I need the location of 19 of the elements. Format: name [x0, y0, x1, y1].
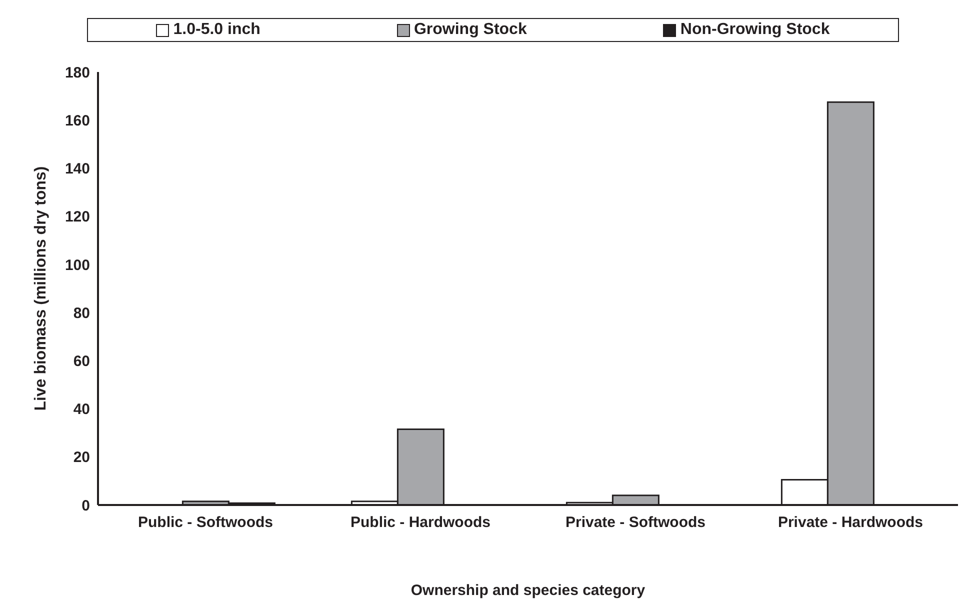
y-tick-label: 100 — [64, 256, 90, 274]
y-tick-label: 20 — [73, 449, 90, 466]
y-tick-label: 40 — [73, 401, 90, 418]
x-tick-label: Public - Hardwoods — [350, 514, 491, 531]
x-tick-label: Private - Hardwoods — [778, 514, 924, 531]
x-axis-title: Ownership and species category — [410, 582, 646, 599]
y-tick-label: 160 — [64, 112, 90, 130]
y-axis-title: Live biomass (millions dry tons) — [32, 166, 50, 411]
y-tick-label: 120 — [64, 208, 90, 226]
y-tick-label: 180 — [64, 64, 90, 82]
x-tick-label: Public - Softwoods — [138, 514, 273, 531]
y-tick-label: 0 — [82, 497, 90, 514]
x-tick-label: Private - Softwoods — [565, 514, 706, 531]
y-tick-label: 80 — [73, 304, 90, 322]
legend-label: 1.0-5.0 inch — [172, 21, 260, 39]
y-tick-label: 140 — [64, 160, 90, 178]
legend-label: Growing Stock — [412, 21, 527, 39]
legend-label: Non-Growing Stock — [679, 21, 830, 39]
y-tick-label: 60 — [73, 352, 90, 370]
